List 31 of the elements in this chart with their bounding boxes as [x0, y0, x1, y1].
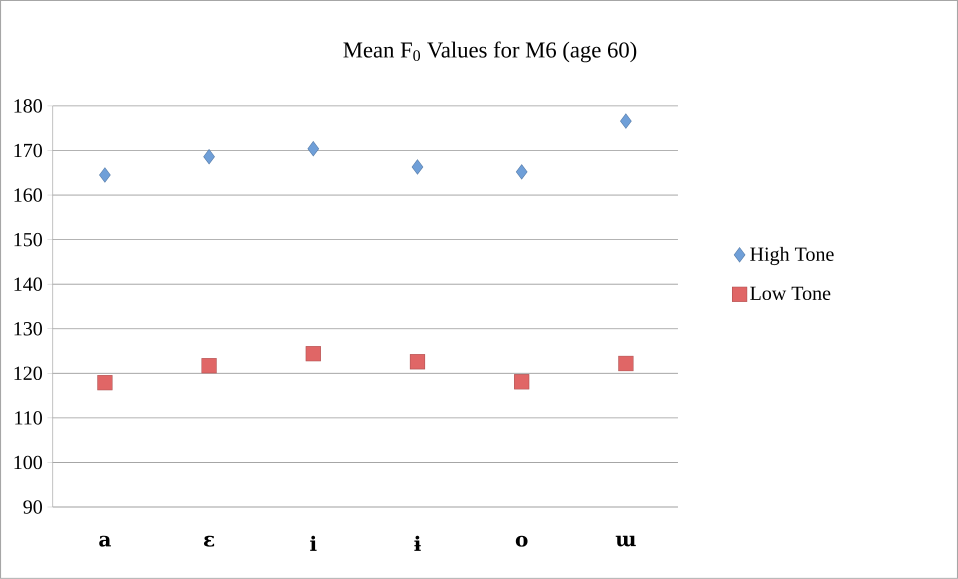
- y-tick-label: 140: [14, 277, 42, 291]
- y-tick-label: 90: [23, 500, 42, 514]
- point: [203, 149, 215, 164]
- x-tick-label: a: [99, 536, 111, 547]
- point: [516, 164, 528, 180]
- y-tick-label: 150: [14, 232, 42, 246]
- point: [201, 358, 217, 374]
- point: [306, 346, 321, 362]
- x-tick-label: ɛ: [204, 536, 214, 547]
- point: [410, 354, 426, 370]
- point: [412, 159, 424, 175]
- y-tick-label: 120: [14, 366, 42, 380]
- point: [618, 356, 634, 372]
- point: [620, 114, 632, 129]
- y-tick-label: 180: [14, 99, 42, 113]
- x-tick-label: ɨ: [414, 536, 421, 551]
- legend-label: Low Tone: [750, 286, 830, 300]
- legend-label: High Tone: [750, 246, 834, 266]
- point: [514, 374, 530, 390]
- y-tick-label: 130: [14, 322, 42, 336]
- x-tick-label: i: [310, 536, 317, 551]
- point: [308, 141, 320, 156]
- y-tick-label: 170: [14, 144, 42, 158]
- point: [99, 167, 111, 183]
- y-tick-label: 110: [15, 411, 42, 425]
- point: [97, 375, 113, 390]
- y-tick-label: 100: [14, 456, 42, 470]
- x-tick-label: ɯ: [616, 536, 636, 546]
- chart-title: Mean F$_{0}$ Values for M6 (age 60): [343, 42, 636, 62]
- x-tick-label: o: [516, 536, 528, 547]
- y-tick-label: 160: [14, 188, 42, 202]
